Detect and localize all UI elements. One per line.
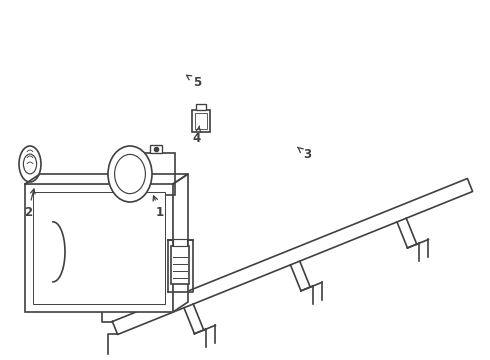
- Text: 1: 1: [153, 196, 164, 219]
- Bar: [195, 113, 207, 129]
- Bar: [171, 246, 189, 284]
- Bar: [192, 110, 210, 132]
- Ellipse shape: [24, 154, 37, 174]
- Bar: [196, 104, 206, 110]
- Bar: [33, 192, 165, 304]
- Text: 4: 4: [193, 126, 201, 144]
- Ellipse shape: [115, 154, 146, 194]
- Polygon shape: [112, 179, 473, 334]
- Bar: [25, 184, 173, 312]
- Polygon shape: [173, 174, 188, 312]
- Ellipse shape: [108, 146, 152, 202]
- Polygon shape: [25, 174, 188, 184]
- Text: 3: 3: [298, 147, 311, 162]
- Bar: [150, 145, 162, 153]
- Bar: [173, 239, 187, 246]
- Text: 5: 5: [187, 75, 201, 89]
- Ellipse shape: [19, 146, 41, 182]
- Text: 2: 2: [24, 189, 35, 219]
- Bar: [132, 153, 175, 195]
